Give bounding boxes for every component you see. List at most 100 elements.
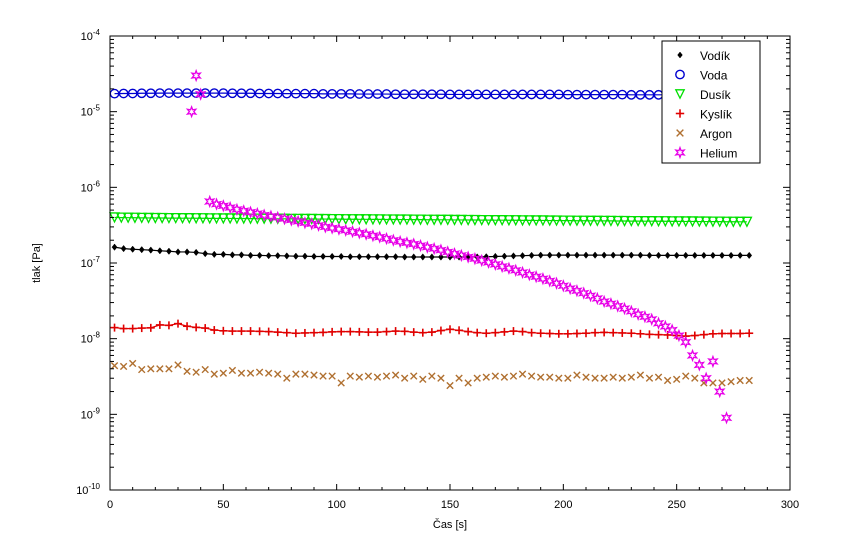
marker-triangle-down <box>639 216 651 228</box>
marker-diamond <box>383 253 390 261</box>
legend-item-voda[interactable]: Voda <box>675 69 728 83</box>
marker-cross <box>546 373 554 381</box>
marker-triangle-down <box>673 216 685 228</box>
marker-star <box>373 230 386 244</box>
marker-triangle-down <box>571 215 583 227</box>
marker-cross <box>156 365 164 373</box>
marker-triangle-down <box>251 213 263 225</box>
marker-triangle-down <box>741 216 753 228</box>
marker-triangle-down <box>142 212 155 224</box>
series-dusk <box>108 212 753 228</box>
marker-cross <box>264 369 273 377</box>
legend-item-argon[interactable]: Argon <box>676 127 732 141</box>
marker-triangle-down <box>210 213 223 225</box>
marker-cross <box>128 359 137 368</box>
marker-triangle-down <box>197 213 209 225</box>
x-tick-label: 150 <box>441 499 459 511</box>
marker-triangle-down <box>516 215 529 227</box>
marker-diamond <box>419 253 426 261</box>
marker-triangle-down <box>489 215 501 227</box>
marker-triangle-down <box>380 214 393 226</box>
marker-triangle-down <box>421 214 433 226</box>
marker-star <box>489 257 502 272</box>
marker-triangle-down <box>652 216 665 228</box>
marker-cross <box>274 370 282 378</box>
marker-cross <box>682 372 690 380</box>
marker-triangle-down <box>564 215 576 227</box>
marker-diamond <box>175 248 181 256</box>
marker-diamond <box>537 251 544 259</box>
marker-triangle-down <box>503 215 515 227</box>
marker-diamond <box>111 243 118 251</box>
marker-diamond <box>147 246 154 254</box>
marker-diamond <box>193 248 200 257</box>
marker-cross <box>509 372 518 380</box>
marker-triangle-down <box>557 215 569 227</box>
marker-triangle-down <box>170 212 182 225</box>
legend-item-vodk[interactable]: Vodík <box>677 49 731 63</box>
marker-diamond <box>655 251 662 260</box>
marker-star <box>421 240 434 254</box>
marker-triangle-down <box>149 212 161 224</box>
marker-star <box>360 227 372 241</box>
marker-diamond <box>673 251 680 260</box>
marker-cross <box>618 374 626 382</box>
legend-item-helium[interactable]: Helium <box>674 145 738 161</box>
marker-diamond <box>320 252 326 261</box>
marker-triangle-down <box>319 213 331 225</box>
marker-cross <box>110 361 119 370</box>
marker-star <box>333 222 345 236</box>
marker-diamond <box>601 251 608 259</box>
legend-item-kyslk[interactable]: Kyslík <box>675 108 733 122</box>
legend-item-label: Voda <box>700 69 728 83</box>
marker-diamond <box>555 251 562 259</box>
marker-diamond <box>710 251 716 260</box>
marker-diamond <box>637 251 644 259</box>
legend-item-dusk[interactable]: Dusík <box>674 88 732 102</box>
marker-diamond <box>677 51 683 59</box>
marker-triangle-down <box>674 89 686 100</box>
marker-star <box>618 301 631 316</box>
marker-star <box>652 316 665 330</box>
legend-item-label: Dusík <box>700 88 732 102</box>
marker-triangle-down <box>435 214 447 226</box>
marker-star <box>190 68 202 83</box>
marker-star <box>265 209 277 223</box>
marker-triangle-down <box>340 214 352 226</box>
marker-cross <box>736 376 744 385</box>
y-tick-label: 10-7 <box>81 255 101 270</box>
marker-cross <box>147 365 155 373</box>
marker-diamond <box>166 247 172 255</box>
marker-star <box>278 212 291 226</box>
marker-cross <box>676 129 684 137</box>
marker-star <box>469 251 481 266</box>
marker-star <box>237 204 250 218</box>
marker-diamond <box>510 252 517 260</box>
marker-triangle-down <box>312 213 325 225</box>
marker-cross <box>400 374 409 382</box>
marker-star <box>285 213 298 227</box>
marker-diamond <box>202 250 209 258</box>
marker-cross <box>319 372 327 380</box>
marker-star <box>666 323 678 337</box>
marker-star <box>305 217 318 231</box>
marker-cross <box>183 367 191 376</box>
marker-triangle-down <box>394 214 406 226</box>
marker-triangle-down <box>720 216 733 228</box>
marker-triangle-down <box>544 215 556 227</box>
marker-cross <box>301 370 309 378</box>
marker-triangle-down <box>680 216 692 228</box>
marker-cross <box>709 379 717 387</box>
marker-triangle-down <box>578 215 590 227</box>
marker-star <box>387 233 400 247</box>
marker-cross <box>727 377 735 386</box>
marker-star <box>299 216 311 230</box>
marker-star <box>674 145 686 160</box>
marker-diamond <box>691 251 698 260</box>
y-tick-label: 10-6 <box>81 179 101 194</box>
marker-star <box>292 214 304 229</box>
x-tick-label: 50 <box>217 499 229 511</box>
marker-star <box>577 286 590 300</box>
marker-triangle-down <box>163 212 175 225</box>
